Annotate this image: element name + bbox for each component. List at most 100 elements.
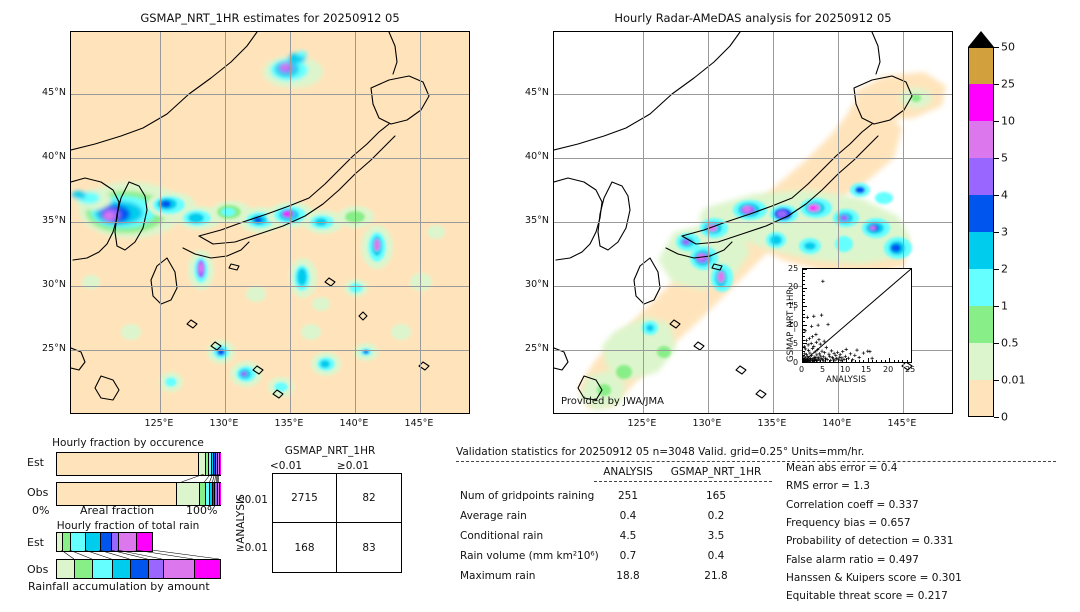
colorbar-tick-0 [994,417,999,418]
scatter-point [834,353,838,358]
bar-segment [57,453,199,475]
gsmap-estimate-map[interactable] [70,31,470,414]
scatter-point [806,348,811,353]
colorbar-band-50- [968,47,994,84]
totalrain-row-label-obs: Obs [27,563,49,576]
totalrain-axis-label: Rainfall accumulation by amount [28,580,210,593]
occurrence-connector-lines [181,474,219,483]
validation-score: Equitable threat score = 0.217 [786,590,948,603]
bar-segment [113,560,132,578]
scatter-point [808,356,813,360]
bar-segment [62,533,72,551]
contingency-cell-hit-miss-10: 168 [273,523,337,572]
scatter-point [826,322,830,327]
bar-connector [215,474,218,483]
scatter-point [835,350,840,355]
scatter-x-tick [837,360,839,362]
precipitation-colorbar[interactable]: 50 25 10 5 4 3 2 1 0.5 0.01 0 [968,31,1058,424]
bar-segment [211,453,215,475]
totalrain-chart-title: Hourly fraction of total rain [56,520,200,532]
scatter-y-tick [803,347,805,349]
colorbar-tick-label-10: 10 [1001,114,1015,128]
totalrain-bar-obs[interactable] [56,559,221,579]
lat-gridline-35 [71,222,469,223]
totalrain-row-label-est: Est [27,536,44,549]
scatter-point [821,355,826,359]
scatter-y-tick [803,295,805,297]
left-lon-label-125: 125°E [144,418,174,429]
contingency-cell-hit-miss-00: 2715 [273,474,337,523]
scatter-x-tick [885,360,887,362]
left-lat-label-35: 35°N [42,215,66,226]
scatter-y-tick [803,350,805,352]
bar-segment [198,453,206,475]
lat-gridline-25 [71,350,469,351]
scatter-y-tick [803,313,805,315]
lon-gridline-135 [773,32,774,413]
scatter-point [861,351,866,355]
bar-segment [86,533,101,551]
bar-connector [214,474,217,483]
colorbar-band-1-2 [968,306,994,343]
right-lon-label-140: 140°E [822,418,852,429]
colorbar-tick-label-0: 0 [1001,410,1008,424]
scatter-point [838,352,842,357]
scatter-x-tick [833,360,835,362]
colorbar-tick-0.01 [994,380,999,381]
colorbar-tick-label-50: 50 [1001,40,1015,54]
bar-segment [71,533,87,551]
scatter-plot-inset[interactable] [802,268,912,363]
scatter-y-tick [803,272,805,274]
scatter-point [812,344,816,349]
left-lat-label-30: 30°N [42,279,66,290]
scatter-point [853,353,857,358]
scatter-y-tick [803,291,805,293]
colorbar-tick-5 [994,158,999,159]
validation-row-label: Num of gridpoints raining [460,490,595,502]
scatter-y-tick [803,317,805,319]
validation-score: RMS error = 1.3 [786,480,870,493]
colorbar-tick-50 [994,47,999,48]
scatter-point [820,349,824,353]
left-lon-label-130: 130°E [209,418,239,429]
scatter-point [813,350,817,354]
scatter-ytick-25: 25 [788,264,799,273]
validation-value-gsmap: 3.5 [707,530,725,542]
validation-row-label: Rain volume (mm km²10⁶) [460,550,599,562]
colorbar-tick-0.5 [994,343,999,344]
scatter-point [815,348,820,352]
totalrain-connector-lines [61,550,220,560]
validation-score: Correlation coeff = 0.337 [786,498,919,511]
scatter-point [812,359,816,362]
scatter-y-tick [803,328,805,330]
bar-segment [208,453,212,475]
validation-score: Hanssen & Kuipers score = 0.301 [786,571,962,584]
right-lat-label-30: 30°N [525,279,549,290]
scatter-point [817,352,822,356]
colorbar-tick-label-25: 25 [1001,77,1015,91]
colorbar-tick-1 [994,306,999,307]
bar-connector [69,550,92,560]
radar-amedas-map[interactable]: Provided by JWA/JMA 0 5 10 15 20 25 0 5 … [553,31,953,414]
scatter-y-tick [803,306,807,308]
colorbar-tick-label-4: 4 [1001,188,1008,202]
occurrence-bar-est[interactable] [56,452,221,476]
scatter-point [832,351,836,356]
colorbar-band-4-5 [968,195,994,232]
bar-connector [98,550,130,560]
colorbar-tick-4 [994,195,999,196]
scatter-y-tick [803,335,805,337]
lon-gridline-130 [225,32,226,413]
colorbar-tick-label-0.5: 0.5 [1001,336,1019,350]
colorbar-band-10-25 [968,121,994,158]
validation-value-analysis: 4.5 [619,530,637,542]
occurrence-bar-obs[interactable] [56,482,221,506]
totalrain-bar-est[interactable] [56,532,153,552]
contingency-table[interactable]: 2715 82 168 83 [272,473,402,573]
bar-connector [135,550,193,560]
scatter-point [843,354,848,359]
scatter-x-tick [898,360,900,362]
lat-gridline-45 [554,94,952,95]
scatter-point [810,335,815,339]
scatter-ytick-10: 10 [788,320,799,329]
